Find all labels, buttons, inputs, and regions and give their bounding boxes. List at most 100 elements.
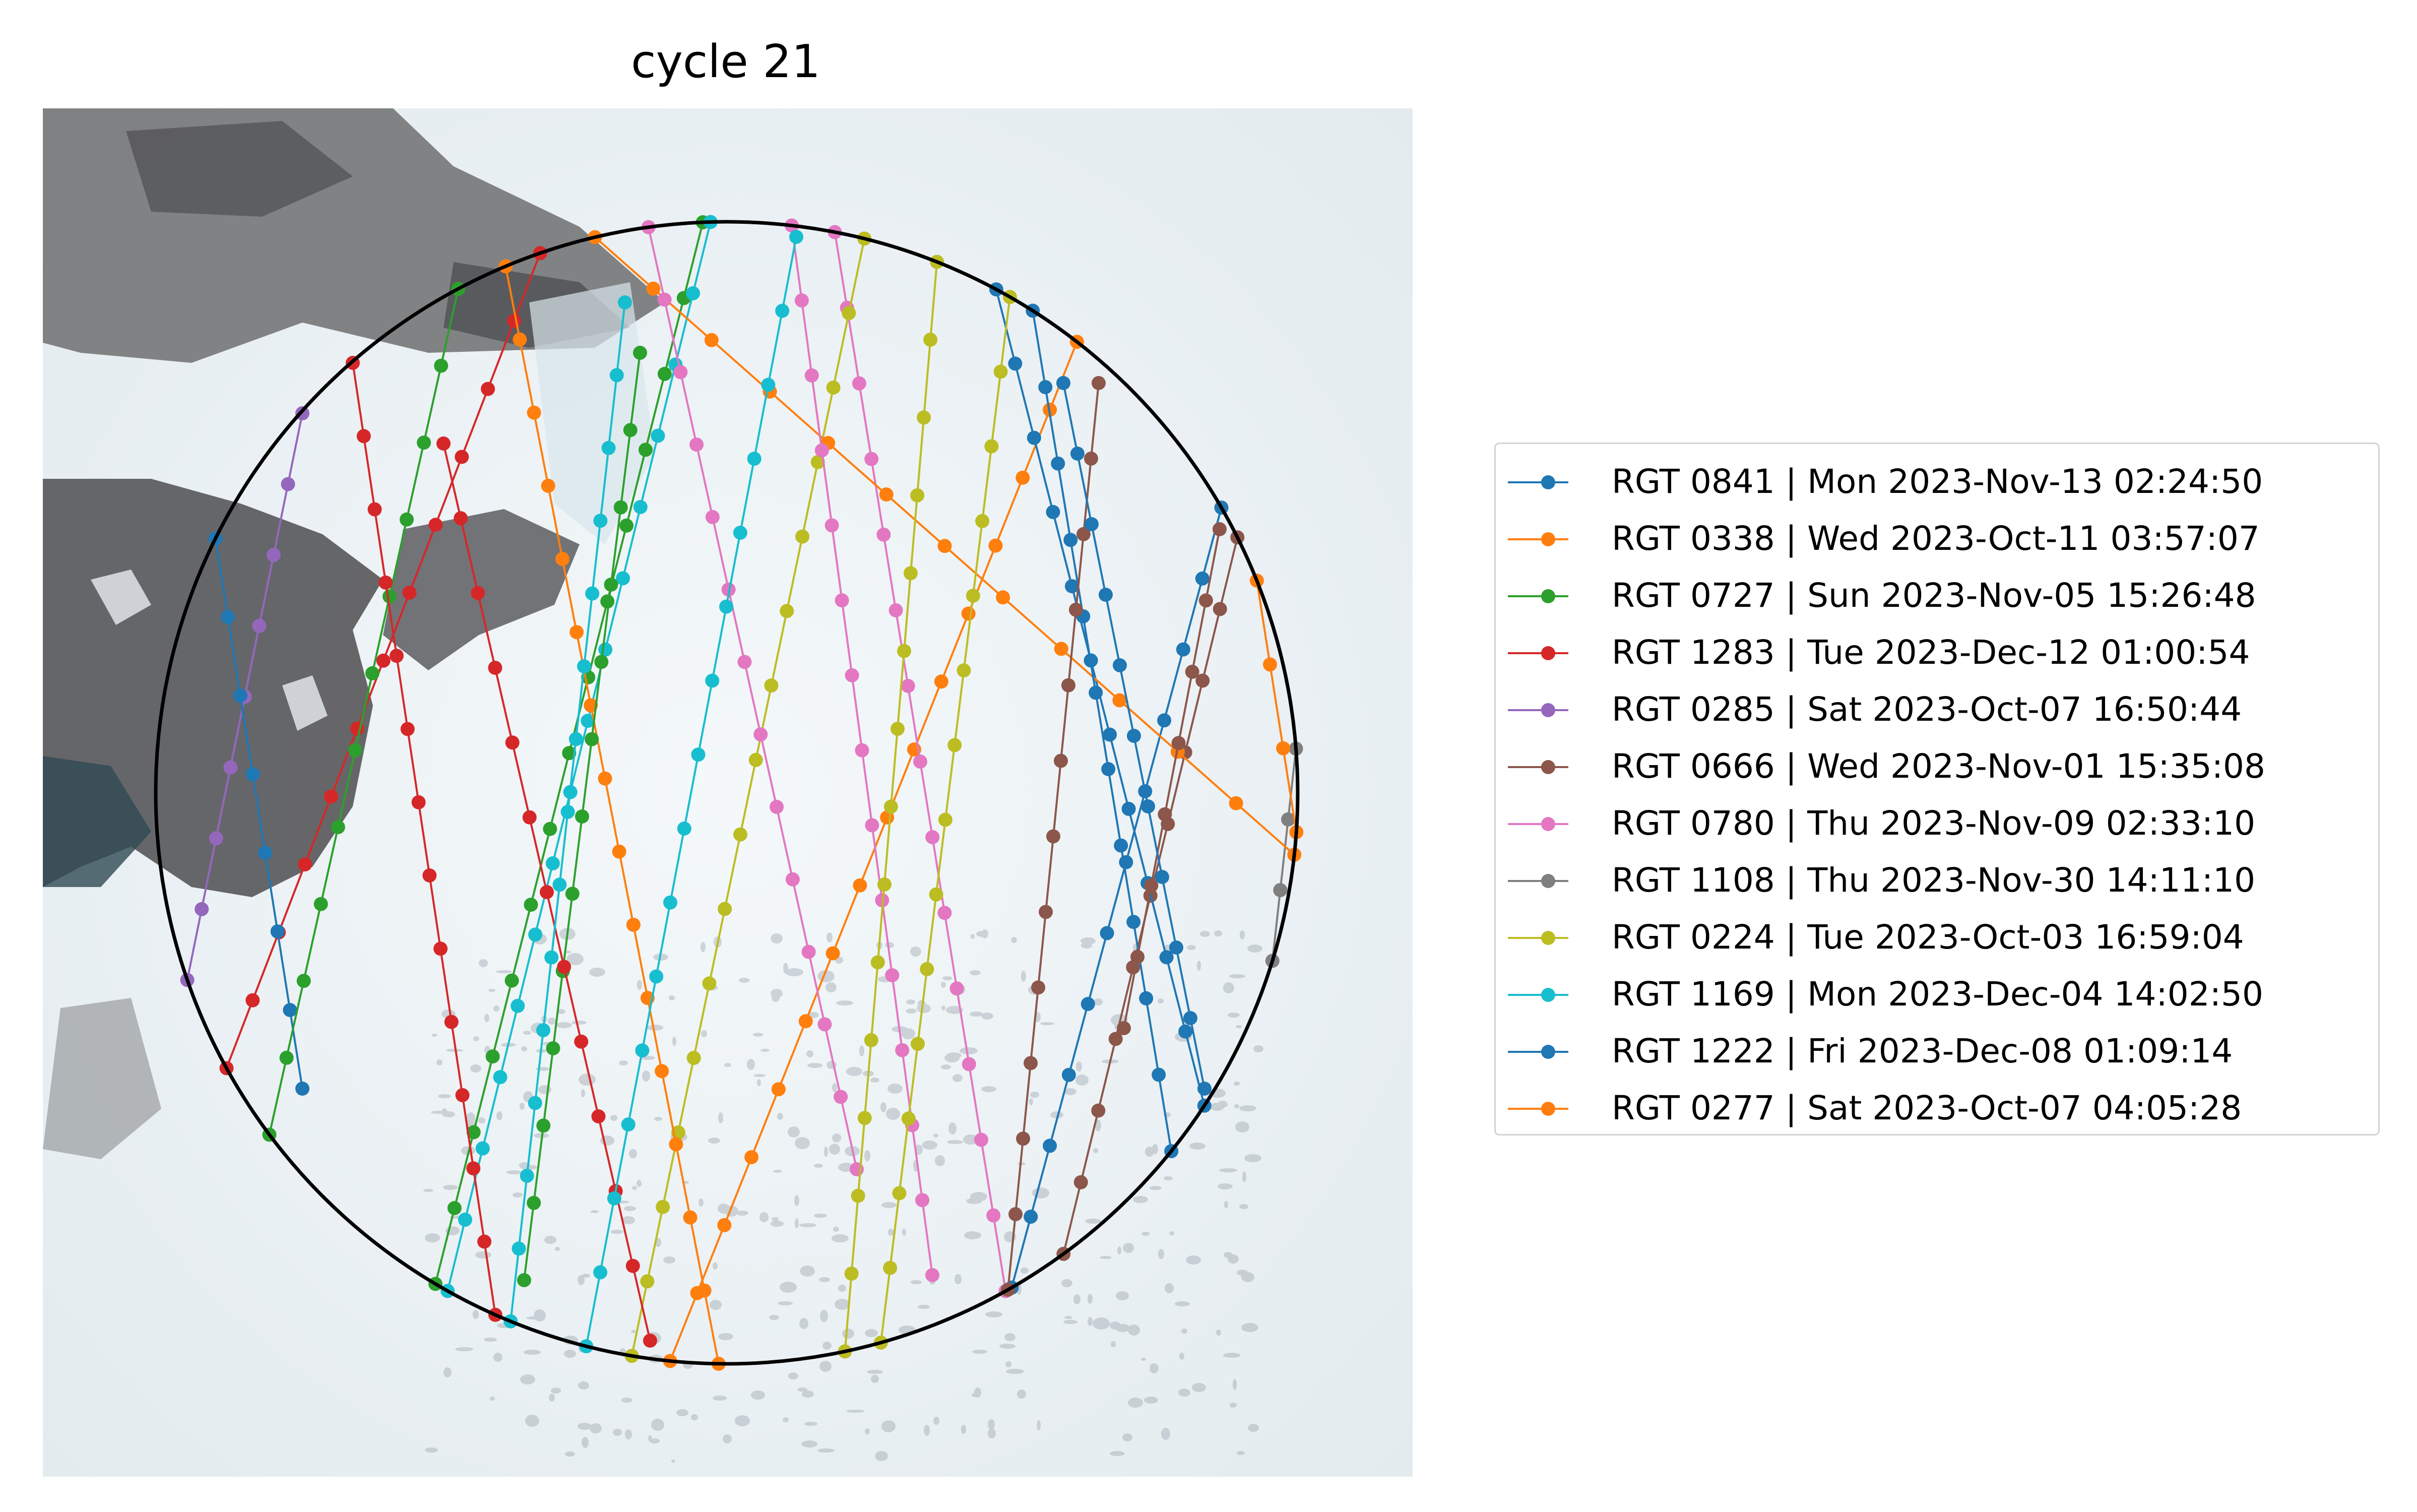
track-point [1099,588,1113,602]
legend-marker [1508,760,1568,774]
track-point [258,846,273,860]
track-point [524,898,538,912]
track-point [233,688,247,703]
legend-item: RGT 1169 | Mon 2023-Dec-04 14:02:50 [1496,967,2378,1022]
track-point [1038,380,1053,395]
track-point [593,1265,608,1280]
legend-marker [1508,874,1568,888]
track-point [598,771,612,786]
track-point [901,1111,916,1126]
legend-marker [1508,589,1568,603]
track-line [504,266,720,1364]
track-point [1085,517,1099,531]
track-point [1024,1056,1038,1070]
track-point [870,955,885,970]
track-point [466,1125,481,1140]
track-point [633,500,648,514]
track-point [266,548,281,562]
track-point [209,831,223,846]
track-point [883,1261,898,1275]
track-point [594,655,609,669]
track-point [1176,642,1190,657]
track-point [471,586,485,600]
track-point [669,1137,683,1152]
track-point [600,594,615,609]
track-point [552,877,567,892]
track-point [853,878,867,893]
track-point [744,1150,759,1164]
track-point [761,377,776,392]
track-point [785,872,800,887]
track-point [851,1188,865,1203]
legend-item: RGT 1108 | Thu 2023-Nov-30 14:11:10 [1496,853,2378,908]
track-point [626,917,641,932]
track-point [689,437,704,452]
track-point [625,1258,640,1273]
track-point [677,822,691,836]
track-point [411,795,426,809]
track-line [214,538,303,1089]
track-point [1080,997,1095,1011]
track-point [961,606,976,621]
track-point [585,586,600,601]
track-point [780,604,794,618]
track-point [804,368,819,383]
track-point [993,364,1008,379]
track-point [541,478,555,493]
track-point [895,1043,910,1057]
track-point [704,333,719,347]
track-line [1032,310,1173,1152]
track-point [507,313,521,328]
track-point [613,500,628,515]
track-point [296,974,311,988]
track-point [591,1109,606,1123]
track-point [1112,693,1127,708]
track-point [957,663,971,678]
track-point [988,538,1003,553]
track-point [733,827,747,842]
track-point [937,539,952,553]
track-point [612,844,626,859]
track-point [1056,376,1070,390]
legend-label: RGT 0841 | Mon 2023-Nov-13 02:24:50 [1612,462,2263,501]
track-point [865,818,879,833]
legend-marker [1508,1045,1568,1059]
legend-marker [1508,988,1568,1002]
track-point [691,747,706,762]
legend-label: RGT 1108 | Thu 2023-Nov-30 14:11:10 [1612,861,2256,900]
track-point [737,655,752,669]
track-point [764,678,779,693]
track-point [686,286,701,300]
track-point [252,618,267,633]
track-point [295,1082,309,1096]
track-point [1144,878,1159,893]
track-point [455,450,469,464]
track-point [568,732,583,746]
track-point [504,973,519,988]
track-point [454,511,468,526]
track-point [717,1218,732,1232]
legend-label: RGT 1283 | Tue 2023-Dec-12 01:00:54 [1612,633,2250,672]
track-point [543,822,557,836]
legend-label: RGT 0224 | Tue 2023-Oct-03 16:59:04 [1612,918,2244,957]
track-point [1273,883,1288,898]
track-point [601,440,616,455]
track-point [810,455,825,469]
track-point [223,760,238,775]
track-point [522,810,537,825]
track-point [536,1118,551,1133]
region-boundary-circle [154,220,1300,1366]
track-point [1229,796,1243,810]
legend-label: RGT 0727 | Sun 2023-Nov-05 15:26:48 [1612,576,2256,615]
track-point [920,962,934,976]
track-point [1076,527,1091,541]
track-point [897,644,911,658]
track-point [1046,505,1060,519]
track-point [444,1015,459,1029]
track-point [621,1117,635,1131]
track-point [520,1168,534,1183]
track-point [1121,801,1136,816]
track-point [283,1003,297,1017]
track-point [1054,642,1068,656]
track-point [616,571,630,586]
